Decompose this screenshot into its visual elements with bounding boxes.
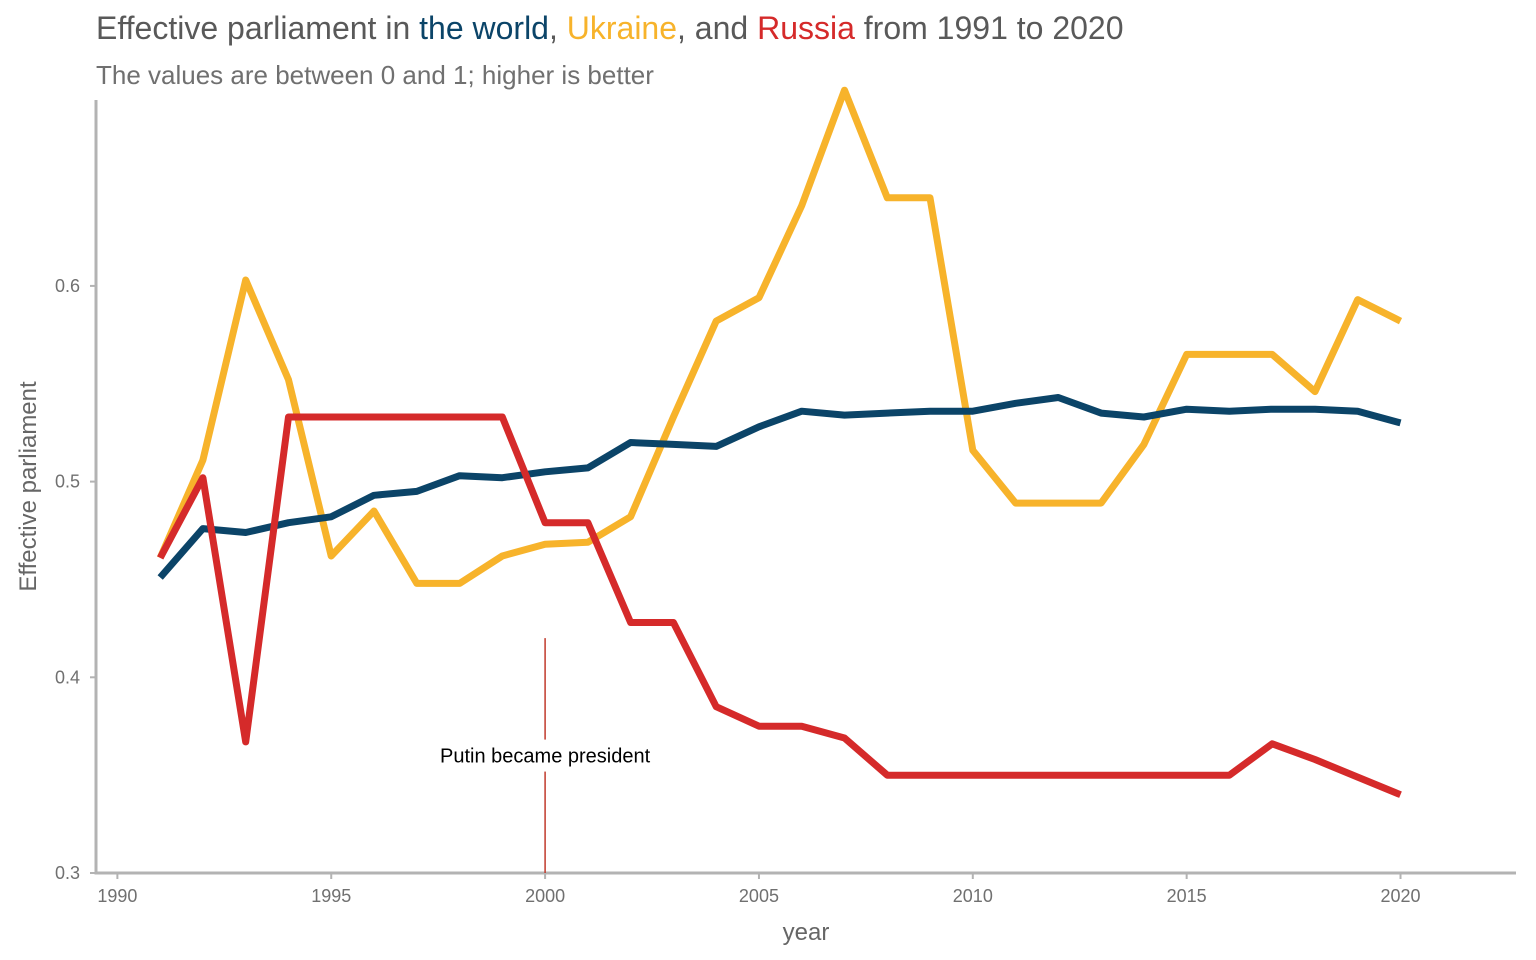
title-part-6: from 1991 to 2020 bbox=[854, 10, 1124, 46]
y-tick-label-2: 0.5 bbox=[55, 472, 80, 492]
title-part-4: , and bbox=[677, 10, 758, 46]
title-part-5: Russia bbox=[757, 10, 855, 46]
x-tick-label-2010: 2010 bbox=[953, 886, 993, 906]
title-part-1: the world bbox=[419, 10, 549, 46]
series-line-world bbox=[157, 394, 1402, 580]
series-line-ukraine bbox=[156, 86, 1403, 587]
x-tick-label-2015: 2015 bbox=[1167, 886, 1207, 906]
y-tick-label-1: 0.4 bbox=[55, 667, 80, 687]
x-tick-label-1990: 1990 bbox=[97, 886, 137, 906]
y-tick-label-0: 0.3 bbox=[55, 863, 80, 883]
x-tick-label-2005: 2005 bbox=[739, 886, 779, 906]
chart-title: Effective parliament in the world, Ukrai… bbox=[96, 10, 1124, 47]
chart-subtitle: The values are between 0 and 1; higher i… bbox=[96, 60, 654, 90]
x-tick-label-2020: 2020 bbox=[1380, 886, 1420, 906]
plot-marks: 1990 1995 2000 2005 2010 2015 2020 0.3 0.4 0.5 0.6… bbox=[55, 86, 1516, 906]
title-part-3: Ukraine bbox=[566, 10, 678, 46]
x-tick-label-1995: 1995 bbox=[311, 886, 351, 906]
x-tick-label-2000: 2000 bbox=[525, 886, 565, 906]
annotation-background bbox=[425, 739, 666, 772]
x-axis-title: year bbox=[783, 919, 830, 946]
title-part-2: , bbox=[548, 10, 567, 46]
title-part-0: Effective parliament in bbox=[96, 10, 420, 46]
y-tick-label-3: 0.6 bbox=[55, 276, 80, 296]
annotation-text: Putin became president bbox=[440, 746, 651, 768]
series-line-russia bbox=[157, 413, 1402, 798]
y-axis-title: Effective parliament bbox=[15, 381, 42, 592]
